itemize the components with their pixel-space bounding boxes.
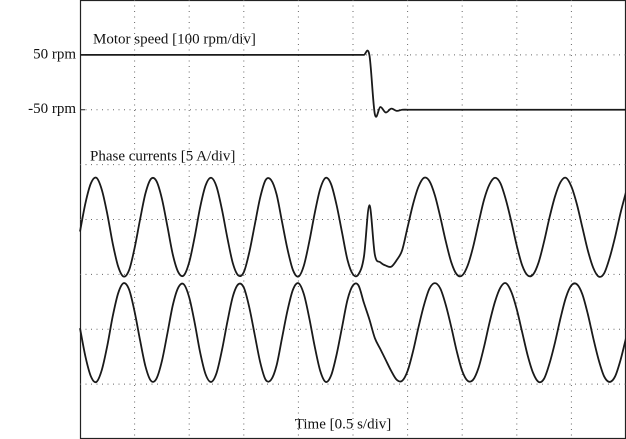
trace-title: Motor speed [100 rpm/div] bbox=[93, 31, 256, 47]
trace bbox=[79, 282, 626, 384]
trace-title: Phase currents [5 A/div] bbox=[90, 148, 235, 164]
traces bbox=[79, 49, 626, 384]
y-tick-label: 50 rpm bbox=[33, 46, 76, 62]
labels: 50 rpm -50 rpm Motor speed [100 rpm/div] Ti… bbox=[28, 31, 391, 432]
x-axis-label: Time [0.5 s/div] bbox=[295, 416, 392, 432]
trace bbox=[79, 176, 626, 278]
plot-frame bbox=[79, 0, 626, 439]
trace bbox=[80, 49, 626, 118]
y-tick-label: -50 rpm bbox=[28, 101, 76, 117]
